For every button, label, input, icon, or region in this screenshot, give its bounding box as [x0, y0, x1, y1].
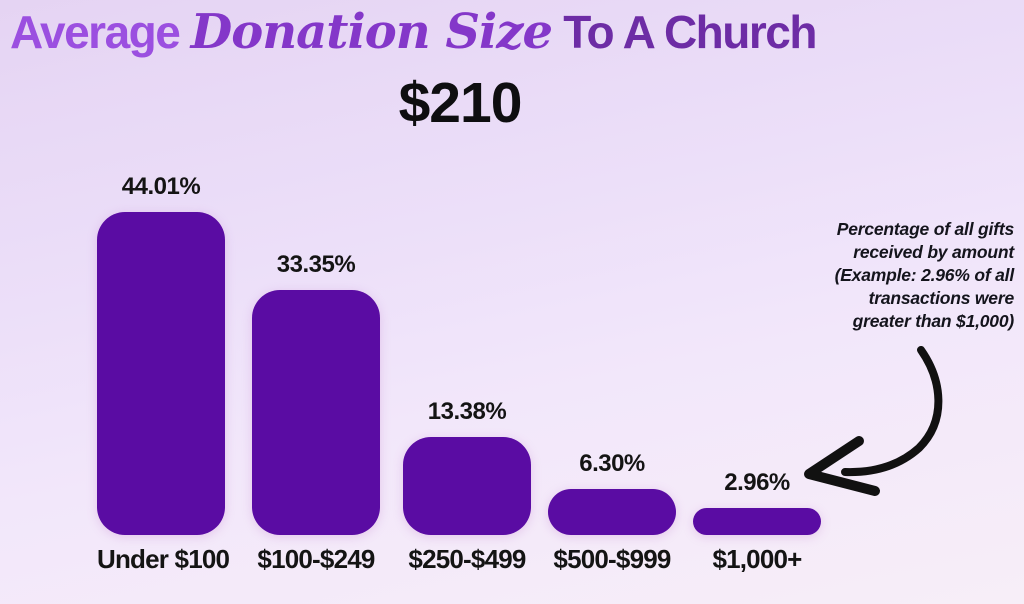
page-title: Average Donation Size To A Church [10, 4, 817, 60]
bar-group: 2.96% [693, 469, 821, 535]
average-donation-value: $210 [398, 71, 523, 135]
title-part-to-a-church: To A Church [563, 6, 817, 58]
bar [97, 212, 225, 535]
annotation-arrow-icon [804, 346, 943, 496]
category-label: $500-$999 [553, 544, 671, 574]
bar-value-label: 33.35% [276, 251, 356, 278]
bar-value-label: 13.38% [427, 398, 507, 425]
title-part-donation-size: Donation Size [190, 4, 553, 60]
annotation-text: Percentage of all gifts received by amou… [834, 219, 1015, 332]
category-label: $100-$249 [257, 544, 375, 574]
category-label: Under $100 [97, 544, 230, 574]
bar-value-label: 2.96% [724, 469, 790, 496]
bar [693, 508, 821, 535]
bar [403, 437, 531, 535]
bar-group: 13.38% [403, 398, 531, 535]
category-label: $1,000+ [712, 544, 802, 574]
bar-value-label: 44.01% [121, 173, 201, 200]
bar-group: 33.35% [252, 251, 380, 535]
category-label: $250-$499 [408, 544, 526, 574]
bar-group: 6.30% [548, 450, 676, 535]
title-part-average: Average [10, 6, 181, 58]
bar [548, 489, 676, 535]
bar [252, 290, 380, 535]
bar-group: 44.01% [97, 173, 225, 535]
bar-value-label: 6.30% [579, 450, 645, 477]
